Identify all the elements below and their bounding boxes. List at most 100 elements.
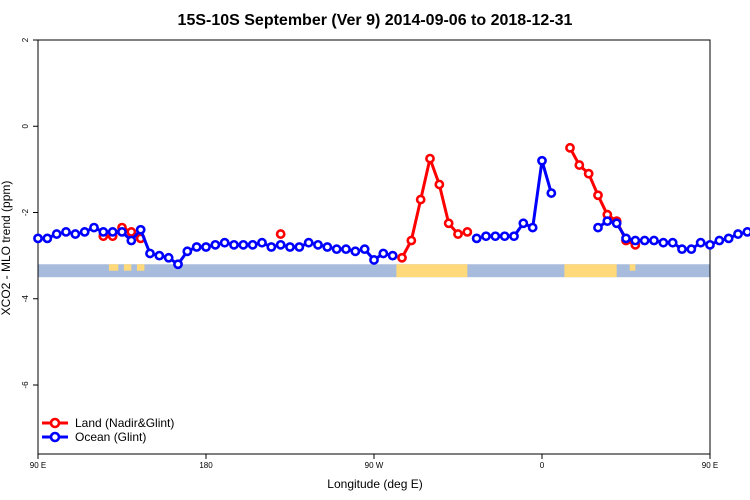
x-tick-label: 0 [540, 461, 545, 470]
ocean-data-point [51, 229, 62, 239]
ocean-data-point [602, 216, 613, 227]
x-axis: 90 E 180 90 W 0 90 E [30, 454, 718, 470]
land-data-point [275, 229, 286, 239]
ocean-data-point [621, 233, 631, 244]
legend-land-marker [49, 417, 61, 429]
ocean-data-point [247, 239, 258, 250]
ocean-data-point [658, 237, 669, 248]
ocean-series-line [476, 159, 553, 240]
series-layer [33, 142, 750, 270]
legend-land-label: Land (Nadir&Glint) [75, 416, 174, 430]
ocean-data-point [191, 242, 202, 252]
land-band [396, 264, 468, 278]
land-data-point [453, 229, 463, 239]
ocean-data-point [229, 239, 239, 250]
ocean-data-point [481, 231, 491, 242]
ocean-data-point [257, 237, 267, 248]
ocean-data-point [387, 250, 398, 261]
ocean-data-point [173, 259, 183, 270]
ocean-data-point [509, 231, 519, 242]
ocean-data-point [537, 155, 547, 166]
y-tick-label: -6 [21, 381, 30, 389]
ocean-data-point [117, 227, 127, 237]
ocean-data-point [611, 218, 622, 229]
ocean-data-point [145, 248, 155, 259]
ocean-data-point [42, 233, 53, 244]
land-data-point [443, 218, 454, 229]
legend: Land (Nadir&Glint)Ocean (Glint) [42, 416, 174, 444]
ocean-data-point [79, 227, 90, 237]
x-tick-label: 180 [199, 461, 213, 470]
ocean-data-point [182, 246, 193, 257]
ocean-data-point [98, 227, 109, 237]
ocean-data-point [341, 244, 351, 255]
land-data-point [574, 160, 585, 170]
ocean-data-point [210, 239, 221, 250]
ocean-data-point [285, 242, 295, 252]
ocean-data-point [733, 229, 743, 239]
ocean-data-point [639, 235, 650, 246]
y-axis-label: XCO2 - MLO trend (ppm) [0, 181, 13, 316]
ocean-data-point [742, 227, 750, 237]
land-data-point [583, 168, 594, 179]
ocean-data-point [723, 233, 734, 244]
ocean-data-point [359, 244, 370, 255]
ocean-data-point [70, 229, 81, 239]
ocean-data-point [630, 235, 641, 246]
land-data-point [397, 252, 407, 263]
land-sliver [108, 264, 119, 271]
y-axis: 2 0 -2 -4 -6 [21, 37, 38, 389]
ocean-data-point [499, 231, 510, 242]
ocean-data-point [33, 233, 43, 244]
ocean-data-point [201, 242, 211, 252]
ocean-data-point [649, 235, 659, 246]
ocean-data-point [369, 255, 379, 265]
land-data-point [126, 227, 137, 237]
ocean-data-point [154, 250, 165, 261]
ocean-data-point [313, 239, 323, 250]
ocean-band [38, 264, 710, 278]
y-tick-label: 0 [21, 123, 30, 128]
ocean-data-point [667, 237, 678, 248]
ocean-data-point [490, 231, 501, 242]
land-sliver [123, 264, 132, 271]
land-ocean-strip [38, 264, 710, 278]
ocean-data-point [677, 244, 687, 255]
ocean-data-point [219, 237, 230, 248]
ocean-data-point [238, 239, 249, 250]
ocean-data-point [294, 242, 305, 252]
ocean-data-point [331, 244, 342, 255]
land-data-point [406, 235, 417, 246]
ocean-data-point [266, 242, 277, 252]
ocean-data-point [714, 235, 725, 246]
plot-frame [37, 39, 711, 455]
x-tick-label: 90 E [702, 461, 718, 470]
ocean-data-point [89, 222, 99, 233]
ocean-data-point [107, 227, 118, 237]
x-tick-label: 90 W [365, 461, 384, 470]
ocean-data-point [61, 227, 71, 237]
ocean-data-point [350, 246, 361, 257]
ocean-data-point [135, 224, 146, 235]
land-data-point [593, 190, 603, 201]
ocean-data-point [686, 244, 697, 255]
land-sliver [136, 264, 145, 271]
land-band [564, 264, 617, 278]
y-tick-label: -4 [21, 295, 30, 303]
ocean-data-point [695, 237, 706, 248]
chart-title: 15S-10S September (Ver 9) 2014-09-06 to … [178, 12, 573, 29]
ocean-data-point [593, 222, 603, 233]
ocean-data-point [705, 239, 715, 250]
ocean-data-point [527, 222, 538, 233]
x-tick-label: 90 E [30, 461, 46, 470]
y-tick-label: -2 [21, 208, 30, 216]
land-data-point [462, 227, 473, 237]
legend-ocean-marker [49, 431, 61, 443]
ocean-data-point [378, 248, 389, 259]
legend-ocean-label: Ocean (Glint) [75, 430, 146, 444]
land-data-point [415, 194, 426, 205]
y-tick-label: 2 [21, 37, 30, 42]
ocean-data-point [471, 233, 482, 244]
ocean-data-point [322, 242, 333, 252]
